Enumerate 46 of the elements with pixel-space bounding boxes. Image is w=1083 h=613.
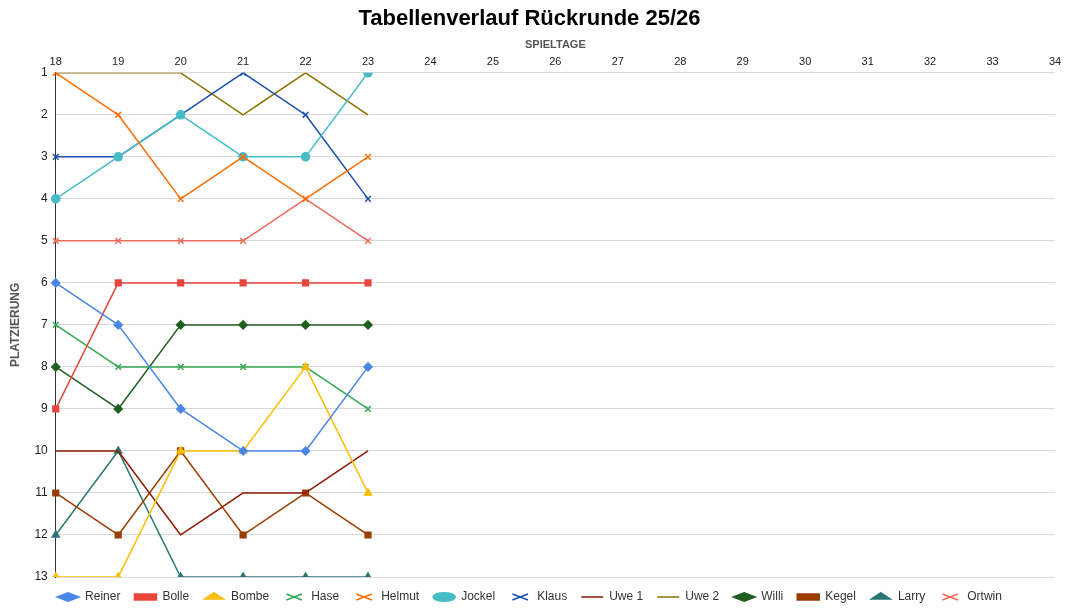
x-tick-label: 30	[799, 55, 812, 68]
legend-label: Larry	[897, 589, 926, 604]
legend-label: Uwe 2	[685, 589, 720, 604]
legend-label: Kegel	[825, 589, 856, 604]
x-tick-label: 21	[236, 55, 250, 68]
x-tick-label: 18	[49, 55, 62, 68]
x-tick-label: 20	[174, 55, 187, 68]
x-tick-label: 32	[923, 55, 937, 68]
legend-label: Helmut	[381, 589, 420, 604]
x-tick-label: 28	[674, 55, 687, 68]
legend-label: Uwe 1	[609, 589, 644, 604]
legend-label: Klaus	[537, 589, 568, 604]
chart-title: Tabellenverlauf Rückrunde 25/26	[358, 5, 701, 31]
legend-label: Bombe	[231, 589, 270, 604]
legend-label: Willi	[761, 589, 784, 604]
y-tick-label: 11	[35, 485, 49, 500]
y-tick-label: 10	[34, 443, 49, 458]
x-tick-label: 22	[299, 55, 312, 68]
x-tick-label: 34	[1048, 55, 1062, 68]
legend-label: Jockel	[461, 589, 496, 604]
x-tick-label: 23	[361, 55, 375, 68]
x-tick-label: 33	[986, 55, 999, 68]
x-tick-label: 29	[736, 55, 749, 68]
x-tick-label: 27	[611, 55, 624, 68]
y-tick-label: 9	[41, 401, 49, 416]
legend-label: Reiner	[85, 589, 121, 604]
x-tick-label: 19	[112, 55, 125, 68]
x-tick-label: 31	[861, 55, 874, 68]
legend-label: Ortwin	[967, 589, 1002, 604]
x-tick-label: 25	[486, 55, 500, 68]
y-tick-label: 7	[41, 317, 49, 332]
y-axis-title: PLATZIERUNG	[7, 282, 22, 368]
y-tick-label: 2	[41, 107, 49, 122]
y-tick-label: 5	[41, 233, 49, 248]
y-tick-label: 3	[41, 149, 49, 164]
legend-label: Bolle	[162, 589, 190, 604]
x-tick-label: 26	[549, 55, 562, 68]
legend-label: Hase	[311, 589, 340, 604]
y-tick-label: 8	[41, 359, 49, 374]
x-axis-title: SPIELTAGE	[525, 38, 586, 51]
y-tick-label: 4	[41, 191, 49, 206]
y-tick-label: 6	[41, 275, 49, 290]
y-tick-label: 12	[34, 527, 49, 542]
y-tick-label: 13	[34, 569, 49, 584]
x-tick-label: 24	[424, 55, 437, 68]
y-tick-label: 1	[41, 65, 49, 80]
